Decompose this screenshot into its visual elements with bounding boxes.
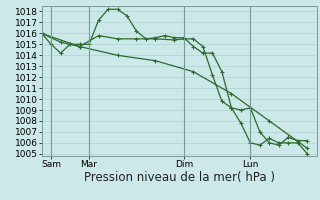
X-axis label: Pression niveau de la mer( hPa ): Pression niveau de la mer( hPa ): [84, 171, 275, 184]
